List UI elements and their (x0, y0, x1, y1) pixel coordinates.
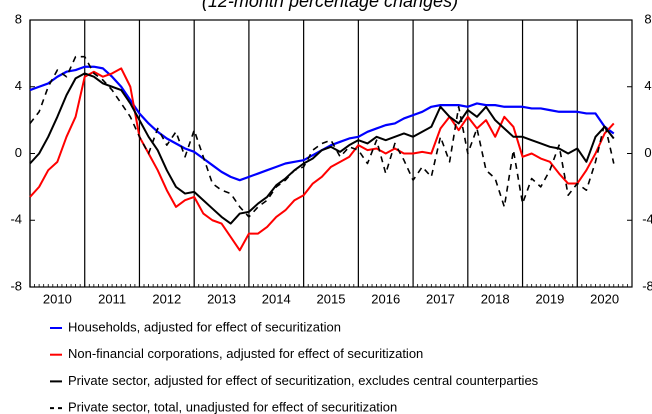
legend-label: Private sector, adjusted for effect of s… (68, 373, 539, 388)
x-tick-label: 2010 (43, 291, 72, 306)
y2-tick-label: 8 (644, 11, 651, 26)
chart-title: (12-month percentage changes) (202, 0, 458, 11)
y-tick-label: -8 (10, 278, 22, 293)
plot-frame (29, 19, 633, 288)
x-tick-label: 2020 (590, 291, 619, 306)
legend-label: Non-financial corporations, adjusted for… (68, 346, 423, 361)
y2-tick-label: 0 (644, 145, 651, 160)
x-tick-label: 2016 (371, 291, 400, 306)
y-tick-label: -4 (10, 212, 22, 227)
x-tick-label: 2018 (481, 291, 510, 306)
x-tick-label: 2011 (98, 291, 126, 306)
x-tick-label: 2012 (152, 291, 181, 306)
x-tick-label: 2014 (262, 291, 291, 306)
x-tick-label: 2019 (535, 291, 564, 306)
y-tick-label: 0 (15, 145, 22, 160)
x-tick-label: 2015 (317, 291, 346, 306)
x-tick-label: 2017 (426, 291, 455, 306)
y2-tick-label: -4 (642, 212, 652, 227)
y-tick-label: 8 (15, 11, 22, 26)
x-tick-label: 2013 (207, 291, 236, 306)
legend-label: Households, adjusted for effect of secur… (68, 319, 341, 334)
legend-label: Private sector, total, unadjusted for ef… (68, 400, 397, 414)
series-line (29, 55, 615, 218)
y2-tick-label: -8 (642, 278, 652, 293)
y2-tick-label: 4 (644, 78, 651, 93)
series-line (29, 72, 615, 225)
y-tick-label: 4 (15, 78, 22, 93)
